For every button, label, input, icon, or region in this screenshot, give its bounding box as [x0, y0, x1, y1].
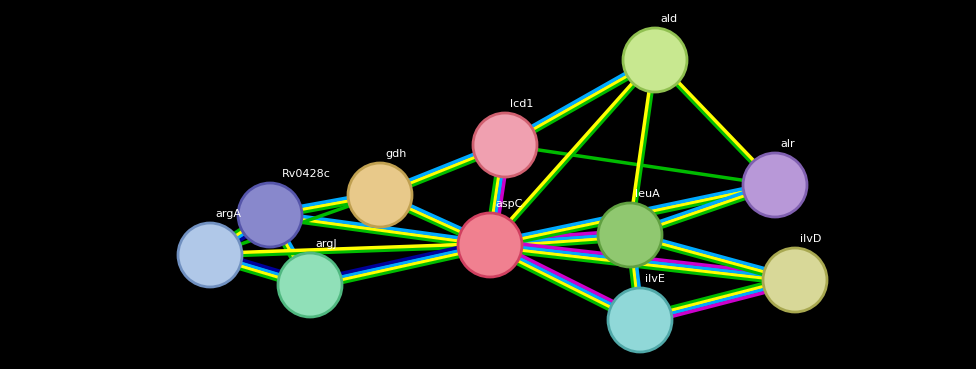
Text: aspC: aspC — [495, 199, 522, 209]
Circle shape — [278, 253, 342, 317]
Text: alr: alr — [780, 139, 794, 149]
Text: argA: argA — [215, 209, 241, 219]
Circle shape — [598, 203, 662, 267]
Circle shape — [623, 28, 687, 92]
Text: ilvD: ilvD — [800, 234, 822, 244]
Text: leuA: leuA — [635, 189, 660, 199]
Text: gdh: gdh — [385, 149, 406, 159]
Text: Rv0428c: Rv0428c — [282, 169, 331, 179]
Circle shape — [473, 113, 537, 177]
Circle shape — [238, 183, 302, 247]
Text: ilvE: ilvE — [645, 274, 665, 284]
Circle shape — [348, 163, 412, 227]
Circle shape — [763, 248, 827, 312]
Text: ald: ald — [660, 14, 677, 24]
Text: lcd1: lcd1 — [510, 99, 533, 109]
Circle shape — [458, 213, 522, 277]
Text: argJ: argJ — [315, 239, 337, 249]
Circle shape — [743, 153, 807, 217]
Circle shape — [178, 223, 242, 287]
Circle shape — [608, 288, 672, 352]
